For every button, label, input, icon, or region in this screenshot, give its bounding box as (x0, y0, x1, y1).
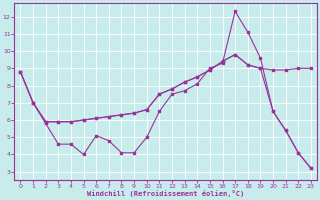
X-axis label: Windchill (Refroidissement éolien,°C): Windchill (Refroidissement éolien,°C) (87, 190, 244, 197)
